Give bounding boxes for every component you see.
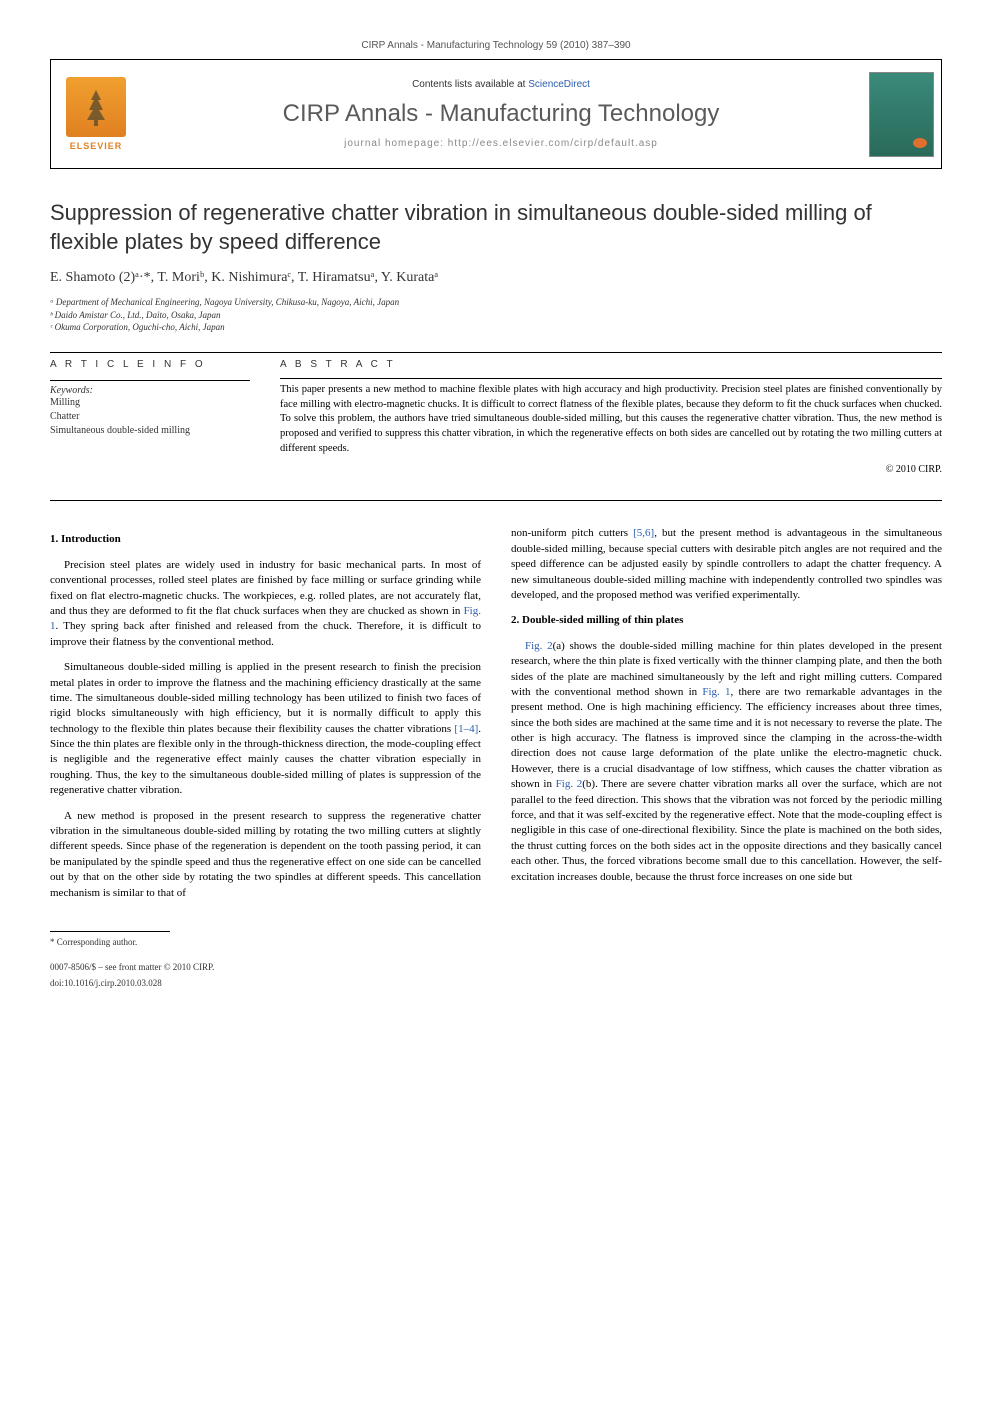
body-column-right: non-uniform pitch cutters [5,6], but the… <box>511 526 942 989</box>
contents-prefix: Contents lists available at <box>412 79 528 90</box>
body-paragraph: non-uniform pitch cutters [5,6], but the… <box>511 526 942 603</box>
section-2-heading: 2. Double-sided milling of thin plates <box>511 613 942 628</box>
figure-reference-link[interactable]: Fig. 1 <box>702 686 730 698</box>
elsevier-tree-icon <box>66 77 126 137</box>
page-container: CIRP Annals - Manufacturing Technology 5… <box>0 0 992 1030</box>
abstract-column: A B S T R A C T This paper presents a ne… <box>280 359 942 475</box>
article-info-heading: A R T I C L E I N F O <box>50 359 250 374</box>
affiliation-c: ᶜ Okuma Corporation, Oguchi-cho, Aichi, … <box>50 321 942 334</box>
citation-link[interactable]: [5,6] <box>633 527 654 539</box>
footer-area: * Corresponding author. 0007-8506/$ – se… <box>50 931 481 990</box>
copyright-line: © 2010 CIRP. <box>280 464 942 475</box>
journal-reference-line: CIRP Annals - Manufacturing Technology 5… <box>50 40 942 51</box>
body-paragraph: A new method is proposed in the present … <box>50 809 481 901</box>
affiliation-a: ᵃ Department of Mechanical Engineering, … <box>50 296 942 309</box>
footer-divider <box>50 931 170 932</box>
affiliations: ᵃ Department of Mechanical Engineering, … <box>50 296 942 334</box>
affiliation-b: ᵇ Daido Amistar Co., Ltd., Daito, Osaka,… <box>50 309 942 322</box>
body-paragraph: Simultaneous double-sided milling is app… <box>50 660 481 799</box>
corresponding-author-note: * Corresponding author. <box>50 936 481 949</box>
homepage-prefix: journal homepage: <box>344 138 448 149</box>
divider-bottom <box>50 500 942 501</box>
cover-image <box>869 72 934 157</box>
sciencedirect-link[interactable]: ScienceDirect <box>528 79 590 90</box>
abstract-divider <box>280 378 942 379</box>
keyword-item: Simultaneous double-sided milling <box>50 424 250 438</box>
authors-line: E. Shamoto (2)ᵃ·*, T. Moriᵇ, K. Nishimur… <box>50 270 942 286</box>
doi-line: doi:10.1016/j.cirp.2010.03.028 <box>50 977 481 990</box>
journal-cover-thumbnail <box>861 60 941 168</box>
body-paragraph: Fig. 2(a) shows the double-sided milling… <box>511 639 942 885</box>
info-divider <box>50 380 250 381</box>
figure-reference-link[interactable]: Fig. 2 <box>556 778 583 790</box>
body-paragraph: Precision steel plates are widely used i… <box>50 558 481 650</box>
abstract-text: This paper presents a new method to mach… <box>280 383 942 456</box>
header-center: Contents lists available at ScienceDirec… <box>141 60 861 168</box>
tree-icon <box>71 82 121 132</box>
contents-available-line: Contents lists available at ScienceDirec… <box>412 79 590 90</box>
body-column-left: 1. Introduction Precision steel plates a… <box>50 526 481 989</box>
info-abstract-row: A R T I C L E I N F O Keywords: Milling … <box>50 359 942 475</box>
abstract-heading: A B S T R A C T <box>280 359 942 370</box>
keywords-label: Keywords: <box>50 385 250 396</box>
citation-link[interactable]: [1–4] <box>454 723 478 735</box>
divider-top <box>50 352 942 353</box>
journal-homepage-line: journal homepage: http://ees.elsevier.co… <box>344 138 658 149</box>
homepage-url: http://ees.elsevier.com/cirp/default.asp <box>448 138 658 149</box>
keyword-item: Milling <box>50 396 250 410</box>
figure-reference-link[interactable]: Fig. 1 <box>50 605 481 632</box>
journal-header-box: ELSEVIER Contents lists available at Sci… <box>50 59 942 169</box>
publisher-logo: ELSEVIER <box>51 60 141 168</box>
body-columns: 1. Introduction Precision steel plates a… <box>50 526 942 989</box>
section-1-heading: 1. Introduction <box>50 532 481 547</box>
front-matter-line: 0007-8506/$ – see front matter © 2010 CI… <box>50 961 481 974</box>
figure-reference-link[interactable]: Fig. 2 <box>525 640 553 652</box>
keywords-list: Milling Chatter Simultaneous double-side… <box>50 396 250 438</box>
publisher-name: ELSEVIER <box>70 141 123 151</box>
article-title: Suppression of regenerative chatter vibr… <box>50 199 942 256</box>
keyword-item: Chatter <box>50 410 250 424</box>
article-info-column: A R T I C L E I N F O Keywords: Milling … <box>50 359 250 475</box>
journal-name: CIRP Annals - Manufacturing Technology <box>283 100 720 128</box>
